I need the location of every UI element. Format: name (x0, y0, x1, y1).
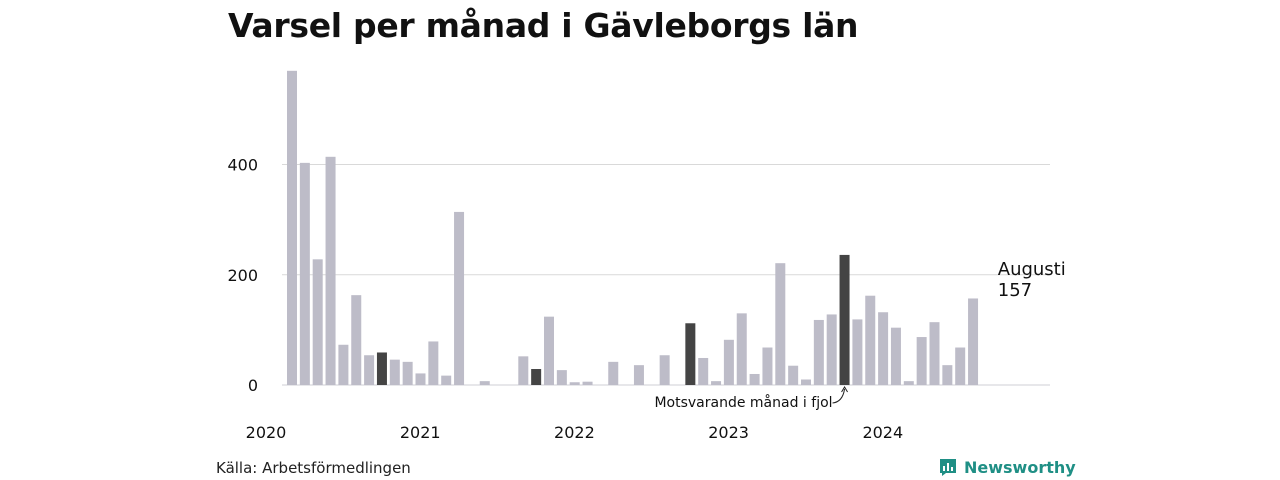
bar (479, 381, 490, 385)
chart-title: Varsel per månad i Gävleborgs län (228, 6, 859, 45)
bar (955, 347, 966, 385)
bar (903, 381, 914, 385)
previous-year-annotation: Motsvarande månad i fjol (654, 394, 832, 411)
bar (531, 369, 542, 385)
bar (544, 316, 554, 385)
bar (441, 375, 452, 385)
bar (711, 381, 722, 385)
bars (287, 70, 979, 385)
bar (569, 382, 580, 385)
x-tick-label: 2022 (554, 423, 595, 442)
x-tick-label: 2023 (708, 423, 749, 442)
bar (788, 365, 799, 385)
y-tick-label: 0 (248, 376, 258, 395)
current-month-label: Augusti (998, 259, 1066, 280)
bar (813, 319, 824, 385)
bar (402, 361, 413, 385)
bar (736, 313, 747, 385)
y-tick-label: 200 (227, 266, 258, 285)
source-note: Källa: Arbetsförmedlingen (216, 459, 411, 477)
bar (518, 356, 529, 385)
bar (723, 339, 734, 385)
newsworthy-logo[interactable]: Newsworthy (938, 456, 1076, 478)
x-tick-label: 2021 (400, 423, 441, 442)
annotation-arrowhead (841, 386, 848, 393)
current-month-value: 157 (998, 280, 1032, 301)
bar (968, 298, 979, 385)
newsworthy-logo-icon (940, 459, 956, 476)
bar (299, 162, 310, 385)
bar (312, 259, 323, 385)
bar (685, 323, 696, 385)
bar (929, 322, 940, 385)
bar (364, 355, 375, 385)
bar (389, 359, 400, 385)
bar (749, 373, 760, 385)
bar (801, 379, 811, 385)
bar (454, 211, 465, 385)
y-tick-label: 400 (227, 156, 258, 175)
bar (865, 295, 876, 385)
bar (839, 254, 850, 385)
bar (878, 312, 889, 385)
bar (852, 319, 863, 385)
bar (376, 352, 387, 385)
bar (338, 344, 349, 385)
bar (287, 70, 297, 385)
bar (415, 373, 426, 385)
x-axis-ticks: 2020 2021 2022 2023 2024 (246, 423, 904, 442)
bar (582, 381, 593, 385)
bar (608, 361, 619, 385)
bar (942, 365, 953, 385)
annotation-arrow (832, 388, 846, 404)
y-axis-ticks: 0 200 400 (227, 156, 258, 395)
bar (325, 156, 336, 385)
x-tick-label: 2020 (246, 423, 287, 442)
bar (890, 327, 901, 385)
bar (775, 263, 786, 385)
bar (916, 337, 927, 385)
bar (659, 355, 670, 385)
bar (556, 370, 567, 385)
bar (351, 295, 362, 385)
x-tick-label: 2024 (862, 423, 903, 442)
bar (698, 357, 709, 385)
brand-name: Newsworthy (964, 457, 1076, 477)
bar (633, 365, 644, 385)
bar (762, 347, 773, 385)
bar (428, 341, 439, 385)
bar (826, 314, 837, 385)
